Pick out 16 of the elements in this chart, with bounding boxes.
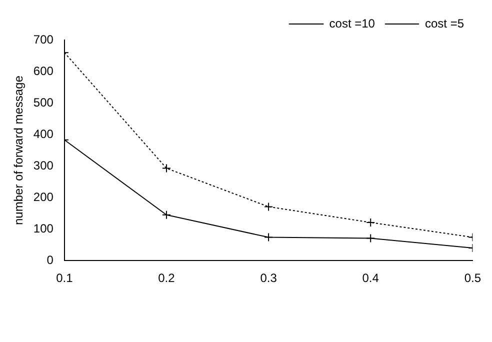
y-tick-label: 700	[33, 32, 54, 46]
legend-label: cost =5	[424, 16, 464, 30]
y-tick-label: 400	[33, 126, 54, 141]
y-axis-title: number of forward message	[12, 75, 26, 226]
y-tick-label: 200	[33, 190, 54, 204]
y-tick-label: 0	[46, 252, 54, 267]
x-tick-label: 0.5	[464, 271, 482, 286]
x-tick-label: 0.4	[362, 271, 380, 286]
y-tick-label: 100	[33, 221, 54, 236]
x-tick-label: 0.2	[158, 271, 176, 286]
y-tick-label: 500	[33, 95, 54, 110]
legend-label: cost =10	[329, 16, 376, 30]
x-tick-label: 0.1	[56, 271, 74, 286]
y-tick-label: 600	[33, 64, 54, 78]
y-tick-label: 300	[33, 158, 54, 172]
x-tick-label: 0.3	[260, 271, 278, 286]
